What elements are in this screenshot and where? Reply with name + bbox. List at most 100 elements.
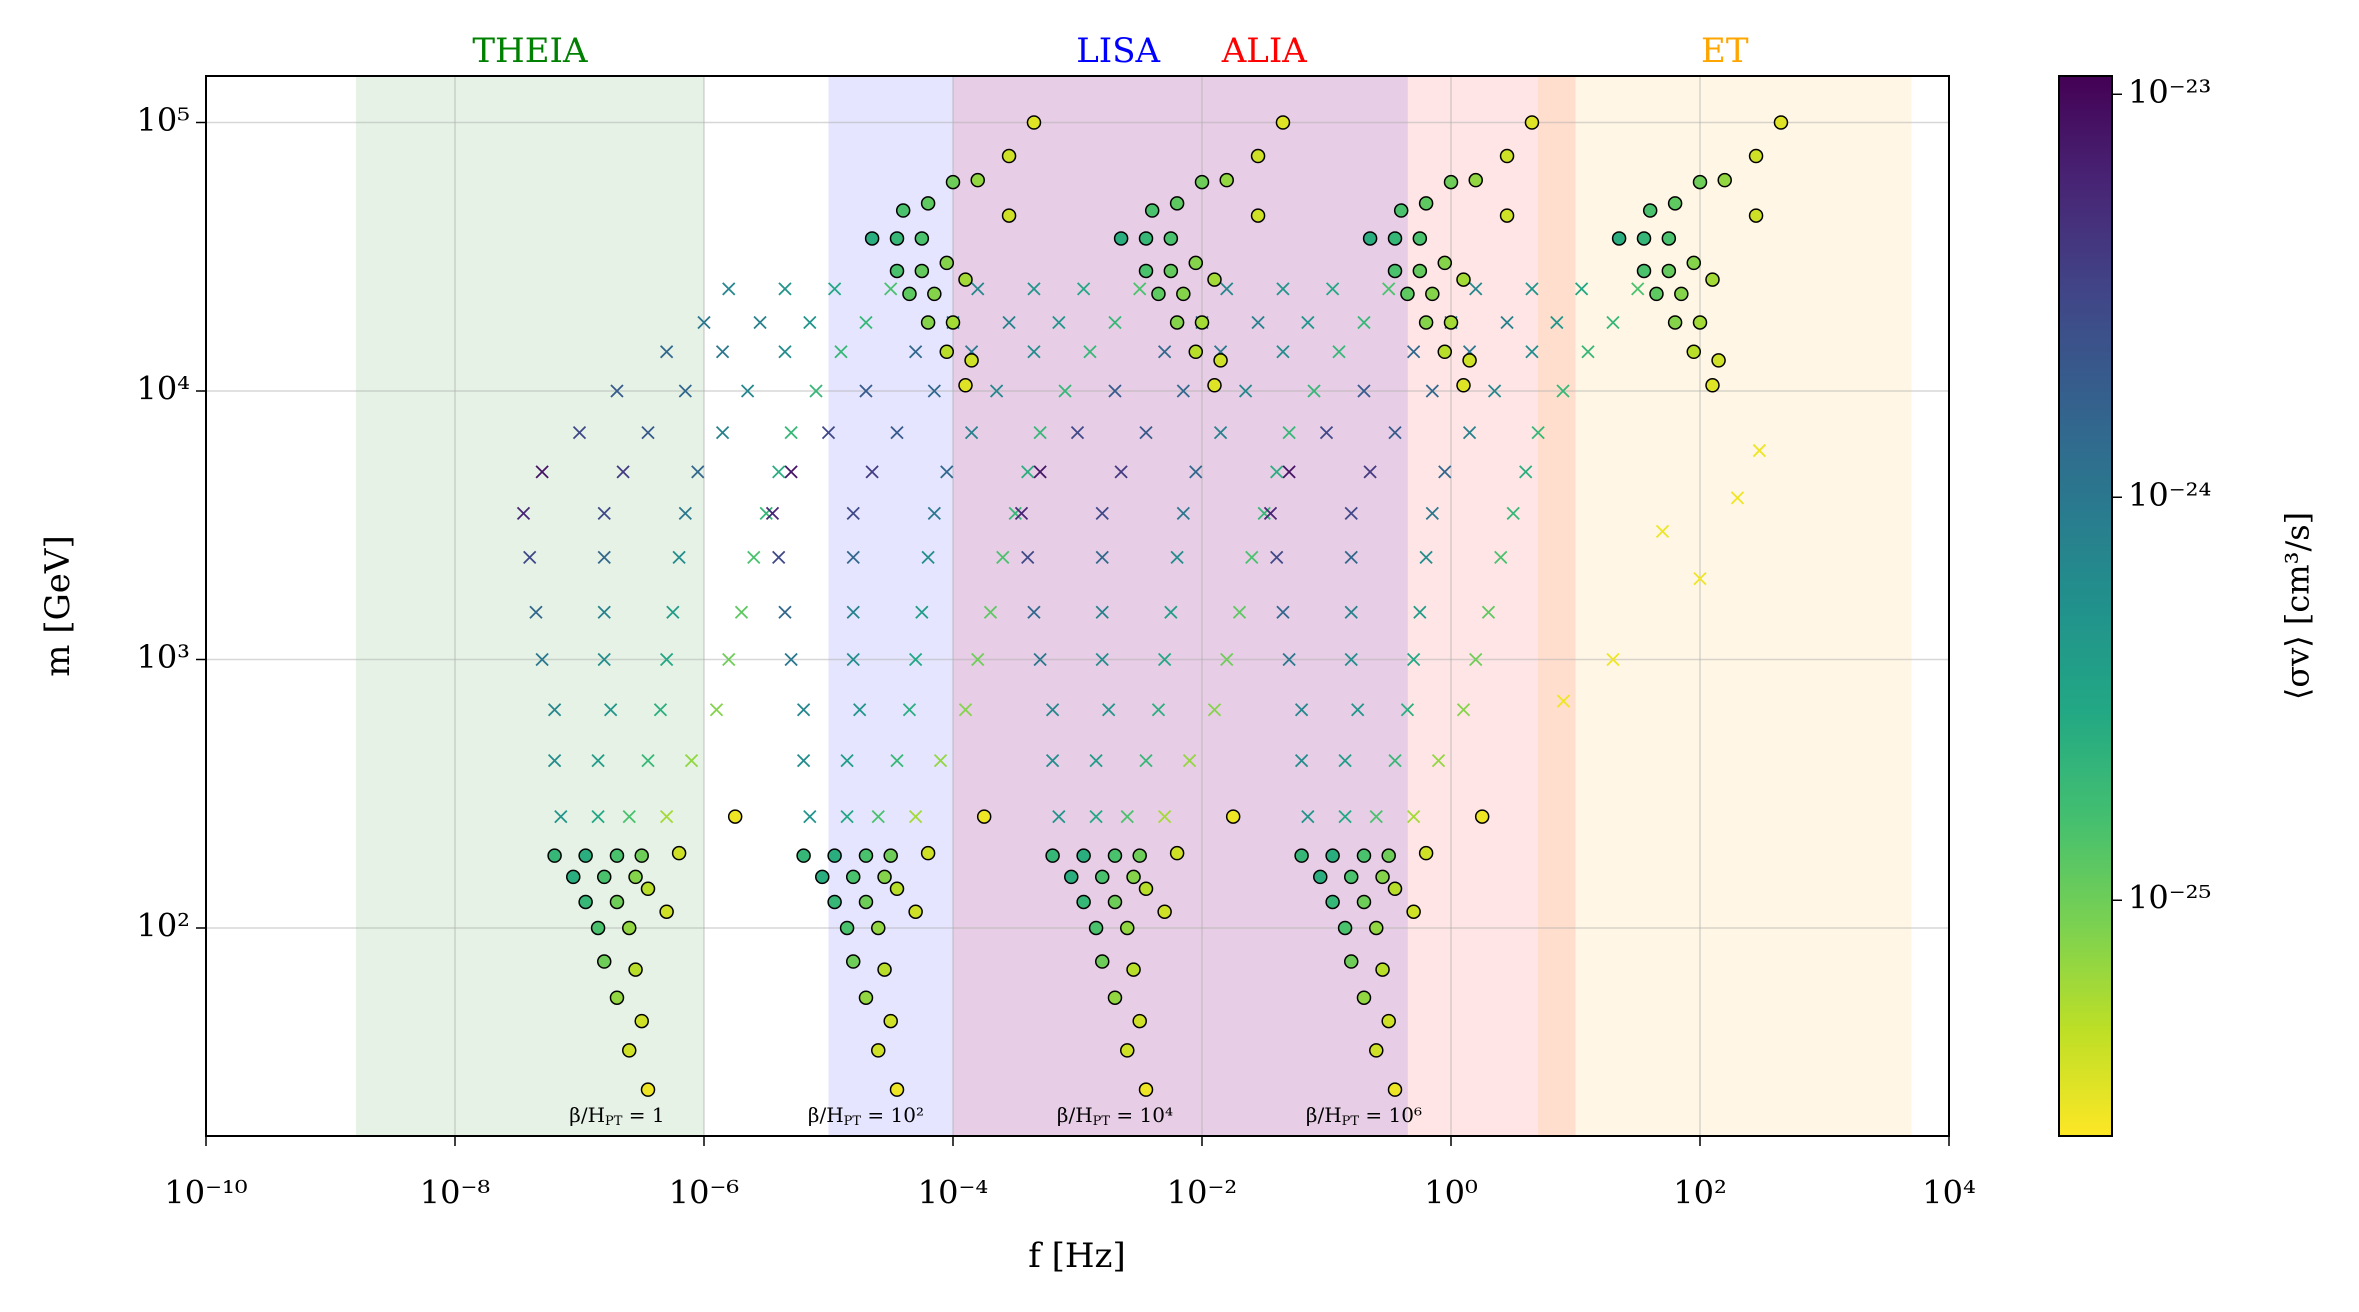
circle-point: [1250, 148, 1266, 164]
circle-point: [1462, 353, 1477, 368]
cross-point: [722, 282, 736, 296]
colorbar-tick-label: 10⁻²³: [2128, 73, 2211, 111]
cross-point: [1338, 809, 1352, 824]
circle-point: [596, 954, 612, 969]
circle-point: [845, 869, 861, 885]
circle-point: [1437, 344, 1453, 360]
colorbar: [2058, 75, 2113, 1137]
circle-point: [1294, 848, 1309, 863]
x-tick-label: 10⁻²: [1167, 1174, 1237, 1212]
cross-point: [846, 605, 860, 619]
circle-point: [858, 848, 874, 863]
circle-point: [1524, 115, 1540, 130]
cross-point: [616, 465, 630, 479]
band-label: LISA: [1076, 31, 1160, 71]
circle-point: [1356, 894, 1372, 910]
cross-point: [535, 652, 549, 667]
circle-point: [1076, 894, 1091, 910]
circle-point: [1661, 231, 1677, 246]
cross-point: [715, 345, 730, 359]
circle-point: [1157, 904, 1172, 919]
circle-point: [958, 378, 973, 393]
cross-point: [641, 754, 655, 768]
circle-point: [1194, 174, 1210, 190]
cross-point: [1519, 465, 1533, 479]
circle-point: [1642, 203, 1658, 218]
cross-point: [884, 282, 898, 296]
cross-point: [1270, 550, 1284, 565]
cross-point: [778, 345, 792, 359]
cross-point: [529, 605, 543, 619]
circle-point: [659, 904, 674, 919]
cross-point: [1438, 465, 1452, 479]
cross-point: [1220, 652, 1234, 667]
band-label: ALIA: [1221, 31, 1308, 71]
cross-point: [1189, 465, 1203, 479]
circle-point: [1325, 894, 1340, 910]
circle-point: [1169, 845, 1185, 861]
cross-point: [1500, 315, 1514, 330]
circle-point: [1132, 848, 1147, 863]
circle-point: [1120, 920, 1135, 936]
cross-point: [1045, 754, 1060, 768]
cross-point: [1251, 315, 1265, 330]
cross-point: [1506, 506, 1520, 521]
cross-point: [846, 550, 860, 565]
cross-point: [1631, 282, 1645, 296]
cross-point: [1052, 315, 1066, 330]
circle-point: [609, 894, 625, 910]
circle-point: [1748, 208, 1764, 223]
cross-point: [927, 384, 941, 398]
circle-point: [1456, 378, 1471, 393]
circle-point: [920, 845, 936, 861]
circle-point: [1120, 1043, 1135, 1058]
cross-point: [1133, 282, 1147, 296]
cross-point: [1338, 754, 1352, 768]
cross-point: [1207, 703, 1222, 717]
circle-point: [796, 848, 811, 863]
cross-point: [1232, 605, 1247, 619]
cross-point: [765, 506, 780, 521]
cross-point: [1182, 754, 1197, 768]
circle-point: [1443, 315, 1459, 330]
cross-point: [1120, 809, 1134, 824]
cross-point: [1095, 652, 1109, 667]
cross-point: [554, 809, 568, 824]
circle-point: [871, 920, 886, 936]
circle-point: [1188, 344, 1204, 360]
circle-point: [920, 196, 936, 211]
cross-point: [933, 754, 948, 768]
circle-point: [889, 1082, 905, 1097]
cross-point: [591, 754, 605, 768]
cross-point: [940, 465, 954, 479]
circle-point: [1499, 208, 1515, 223]
circle-point: [1138, 1082, 1154, 1097]
cross-point: [1388, 425, 1402, 440]
circle-point: [596, 869, 612, 885]
cross-point: [697, 315, 711, 330]
cross-point: [516, 506, 531, 521]
y-tick-label: 10²: [136, 906, 190, 944]
cross-point: [840, 754, 854, 768]
cross-point: [1406, 345, 1421, 359]
circle-point: [1381, 1013, 1396, 1029]
cross-point: [1033, 425, 1047, 440]
circle-point: [883, 1013, 898, 1029]
cross-point: [834, 345, 848, 359]
x-tick-label: 10⁰: [1424, 1174, 1478, 1212]
cross-point: [1257, 506, 1271, 521]
cross-point: [672, 550, 686, 565]
circle-point: [609, 990, 625, 1005]
cross-point: [1425, 384, 1439, 398]
cross-point: [1344, 506, 1358, 521]
cross-point: [902, 703, 917, 717]
cross-point: [784, 465, 798, 479]
cross-point: [597, 506, 611, 521]
cross-point: [1245, 550, 1259, 565]
cross-point: [964, 425, 979, 440]
circle-point: [1705, 272, 1720, 287]
x-axis-label: f [Hz]: [1028, 1236, 1125, 1276]
cross-point: [1164, 605, 1178, 619]
cross-point: [1108, 315, 1122, 330]
